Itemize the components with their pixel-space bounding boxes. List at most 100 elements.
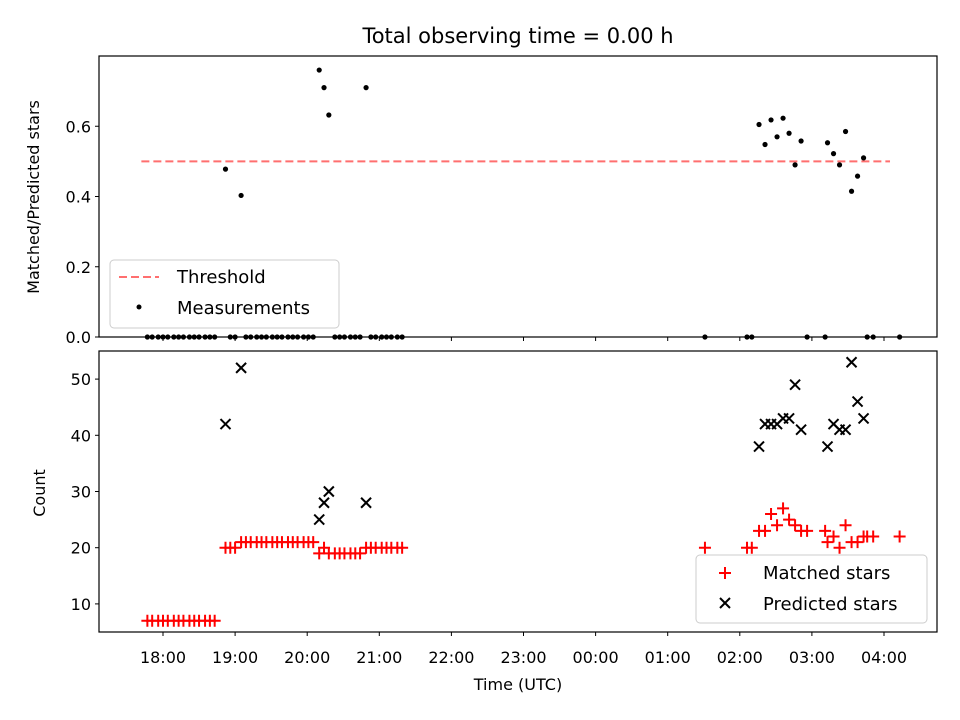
x-tick-label: 22:00 bbox=[428, 648, 474, 667]
matched-star-point bbox=[851, 536, 864, 549]
x-tick-label: 23:00 bbox=[500, 648, 546, 667]
measurement-point bbox=[774, 134, 780, 140]
measurement-point bbox=[824, 140, 831, 146]
top-legend-box bbox=[109, 259, 340, 329]
measurement-point bbox=[792, 162, 798, 168]
top-y-axis-label: Matched/Predicted stars bbox=[24, 100, 43, 294]
predicted-star-point bbox=[789, 379, 801, 391]
measurement-point bbox=[836, 162, 843, 168]
matched-star-point bbox=[839, 519, 852, 532]
legend-predicted-swatch bbox=[719, 597, 731, 609]
top-y-tick-label: 0.4 bbox=[66, 188, 91, 207]
x-tick-label: 00:00 bbox=[573, 648, 619, 667]
matched-star-point bbox=[759, 524, 772, 537]
matched-star-point bbox=[833, 541, 846, 554]
top-y-tick-label: 0.2 bbox=[66, 258, 91, 277]
matched-star-point bbox=[827, 530, 840, 543]
matched-star-point bbox=[783, 513, 796, 526]
matched-star-point bbox=[698, 541, 711, 554]
measurement-point bbox=[756, 121, 762, 128]
bottom-y-tick-label: 40 bbox=[71, 426, 91, 445]
matched-star-point bbox=[745, 541, 758, 554]
top-x-ticks bbox=[162, 337, 885, 341]
x-tick-label: 19:00 bbox=[212, 648, 258, 667]
legend-matched-label: Matched stars bbox=[763, 563, 890, 584]
predicted-star-point bbox=[360, 497, 372, 509]
measurement-point bbox=[326, 112, 332, 118]
matched-star-point bbox=[229, 541, 242, 554]
measurement-point bbox=[321, 85, 327, 91]
bottom-y-axis: 10 20 30 40 50 bbox=[71, 370, 99, 614]
measurement-point bbox=[762, 141, 768, 148]
predicted-star-point bbox=[323, 485, 335, 498]
bottom-y-tick-label: 30 bbox=[71, 483, 91, 502]
bottom-x-axis: 18:00 19:00 20:00 21:00 22:00 23:00 00:00 01:00… bbox=[140, 632, 907, 667]
legend-predicted-label: Predicted stars bbox=[763, 594, 897, 615]
bottom-plot-area bbox=[141, 356, 906, 627]
legend-matched-swatch bbox=[719, 567, 731, 579]
matched-star-point bbox=[789, 519, 802, 532]
x-tick-label: 04:00 bbox=[861, 648, 907, 667]
x-tick-label: 01:00 bbox=[645, 648, 691, 667]
matched-star-point bbox=[801, 524, 814, 537]
matched-star-point bbox=[777, 502, 790, 515]
x-tick-label: 20:00 bbox=[284, 648, 330, 667]
matched-star-point bbox=[354, 547, 367, 560]
top-y-tick-label: 0.0 bbox=[66, 328, 91, 347]
predicted-star-point bbox=[783, 412, 795, 425]
bottom-y-axis-label: Count bbox=[30, 469, 49, 517]
measurement-point bbox=[238, 192, 244, 199]
measurement-point bbox=[768, 117, 774, 123]
predicted-star-point bbox=[857, 412, 870, 425]
measurement-point bbox=[780, 115, 786, 121]
bottom-legend-box bbox=[695, 554, 928, 624]
top-y-tick-label: 0.6 bbox=[66, 117, 91, 136]
predicted-star-point bbox=[795, 423, 807, 436]
top-y-axis: 0.0 0.2 0.4 0.6 bbox=[66, 117, 99, 347]
matched-star-point bbox=[307, 536, 320, 549]
top-legend: Threshold Measurements bbox=[109, 259, 340, 329]
measurement-point bbox=[830, 151, 837, 157]
predicted-star-point bbox=[318, 497, 330, 509]
measurement-point bbox=[363, 85, 369, 91]
bottom-y-tick-label: 50 bbox=[71, 370, 91, 389]
x-tick-label: 02:00 bbox=[717, 648, 763, 667]
matched-star-point bbox=[208, 614, 221, 627]
predicted-star-point bbox=[313, 513, 325, 526]
matched-star-point bbox=[396, 541, 409, 554]
matched-star-point bbox=[821, 536, 834, 549]
predicted-star-point bbox=[845, 356, 858, 368]
predicted-star-point bbox=[839, 423, 852, 436]
x-tick-label: 21:00 bbox=[356, 648, 402, 667]
predicted-star-point bbox=[851, 395, 864, 408]
top-panel: 0.0 0.2 0.4 0.6 Matched/Predicted stars Thr… bbox=[24, 55, 938, 347]
legend-threshold-label: Threshold bbox=[176, 267, 266, 288]
measurement-point bbox=[786, 130, 792, 136]
measurement-point bbox=[222, 166, 229, 172]
x-tick-label: 18:00 bbox=[140, 648, 186, 667]
measurement-point bbox=[860, 155, 867, 161]
bottom-legend: Matched stars Predicted stars bbox=[695, 554, 928, 624]
predicted-star-point bbox=[219, 418, 232, 430]
matched-star-point bbox=[765, 507, 778, 520]
measurement-point bbox=[842, 128, 849, 135]
x-axis-label: Time (UTC) bbox=[473, 675, 562, 694]
measurement-point bbox=[798, 138, 804, 144]
measurement-point bbox=[848, 188, 855, 194]
predicted-star-point bbox=[235, 362, 247, 374]
x-tick-label: 03:00 bbox=[789, 648, 835, 667]
bottom-panel: 10 20 30 40 50 18:00 19:00 20:00 21:00 22:00 23:0… bbox=[30, 350, 938, 694]
predicted-star-point bbox=[821, 440, 834, 453]
measurement-point bbox=[316, 67, 322, 73]
chart-title: Total observing time = 0.00 h bbox=[361, 24, 673, 48]
matched-star-point bbox=[819, 524, 832, 537]
matched-star-point bbox=[893, 530, 906, 543]
measurement-point bbox=[854, 173, 861, 179]
legend-measurements-label: Measurements bbox=[177, 298, 310, 319]
predicted-star-point bbox=[753, 440, 765, 453]
matched-star-point bbox=[771, 519, 784, 532]
bottom-y-tick-label: 10 bbox=[71, 595, 91, 614]
matched-star-point bbox=[867, 530, 880, 543]
bottom-y-tick-label: 20 bbox=[71, 539, 91, 558]
